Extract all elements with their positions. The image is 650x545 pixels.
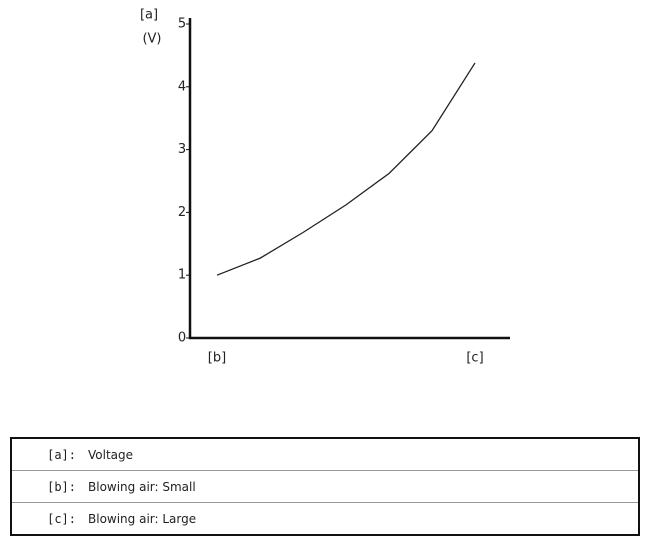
table-row: [c]: Blowing air: Large [11,502,639,536]
chart: [a] (V) 0 1 2 3 4 5 [b] [c] [140,8,510,366]
y-tick-label: 3 [178,142,186,157]
y-tick-label: 0 [178,331,186,346]
x-tick-label: [b] [208,351,226,366]
legend-description: Blowing air: Small [88,470,639,503]
y-tick-label: 4 [178,79,186,94]
y-axis-label: [a] [140,8,158,23]
legend-description: Blowing air: Large [88,502,639,536]
legend-key: [c]: [11,502,88,536]
y-tick-label: 5 [178,17,186,32]
y-tick-label: 1 [178,268,186,283]
x-tick-label: [c] [466,351,483,366]
table-row: [b]: Blowing air: Small [11,470,639,503]
y-axis-unit: (V) [142,32,161,47]
line [216,62,476,276]
legend-key: [a]: [11,438,88,471]
table-row: [a]: Voltage [11,438,639,471]
legend-description: Voltage [88,438,639,471]
legend-table: [a]: Voltage [b]: Blowing air: Small [c]: Blo… [10,437,640,536]
y-tick-label: 2 [178,205,186,220]
legend-key: [b]: [11,470,88,503]
